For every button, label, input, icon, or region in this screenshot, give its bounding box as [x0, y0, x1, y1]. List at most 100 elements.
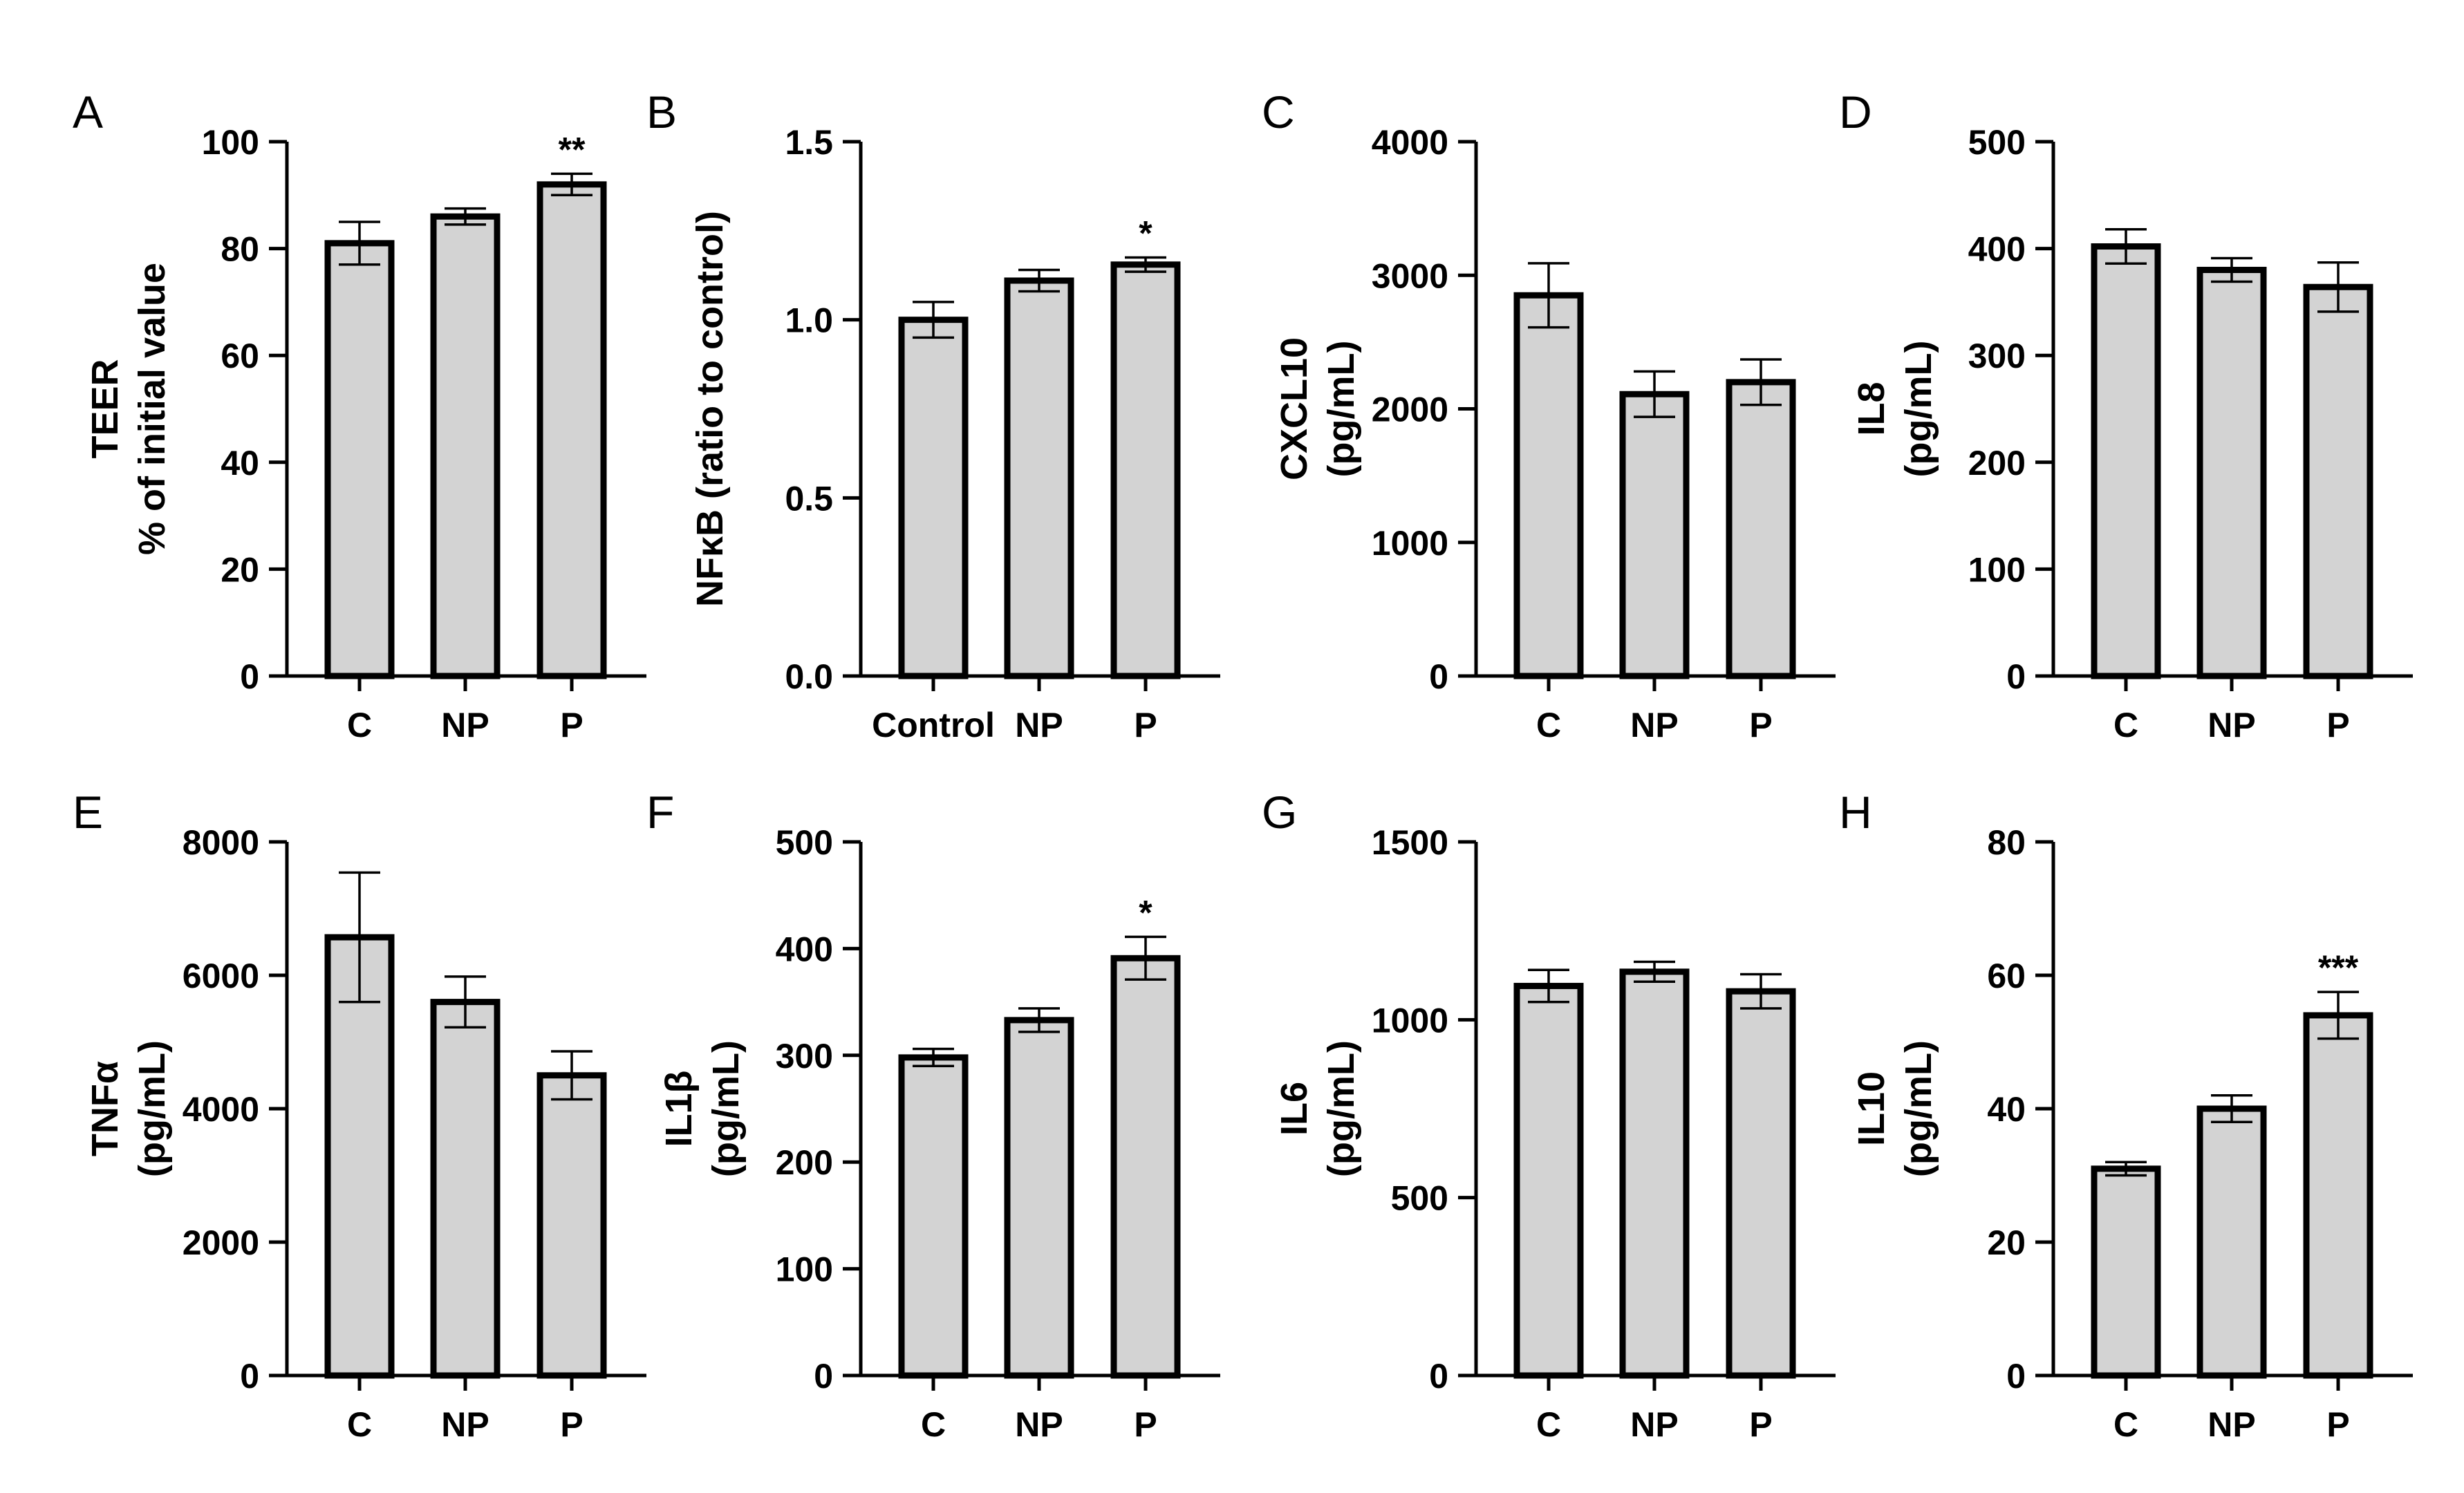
- y-tick-label: 400: [1968, 230, 2026, 269]
- y-tick-label: 0: [1429, 657, 1448, 696]
- y-tick-label: 100: [1968, 550, 2026, 589]
- x-tick-label: NP: [1630, 706, 1678, 744]
- y-tick-label: 8000: [183, 823, 259, 862]
- bar: [1619, 391, 1690, 679]
- y-axis-label: (pg/mL): [705, 1040, 747, 1177]
- panel-letter: C: [1262, 86, 1295, 138]
- y-tick-label: 0.0: [785, 657, 833, 696]
- y-axis-label: (pg/mL): [1898, 341, 1939, 478]
- y-axis-label: (pg/mL): [1320, 341, 1362, 478]
- y-tick-label: 1.5: [785, 123, 833, 162]
- x-tick-label: P: [1134, 1405, 1157, 1444]
- panel-letter: D: [1839, 86, 1872, 138]
- y-axis-label: NFκB (ratio to control): [689, 211, 731, 607]
- x-tick-label: Control: [872, 706, 995, 744]
- y-tick-label: 200: [776, 1143, 833, 1182]
- y-tick-label: 300: [776, 1037, 833, 1076]
- y-tick-label: 20: [221, 550, 259, 589]
- bar: [1110, 955, 1181, 1379]
- y-tick-label: 100: [776, 1250, 833, 1289]
- x-tick-label: NP: [1630, 1405, 1678, 1444]
- x-tick-label: P: [560, 706, 583, 744]
- panel-letter: B: [646, 86, 677, 138]
- bar: [1110, 261, 1181, 679]
- y-tick-label: 6000: [183, 957, 259, 995]
- y-tick-label: 4000: [1372, 123, 1448, 162]
- significance-marker: ***: [2318, 948, 2359, 987]
- x-tick-label: P: [1134, 706, 1157, 744]
- y-axis-label: IL1β: [658, 1071, 700, 1147]
- y-axis-label: (pg/mL): [1320, 1040, 1362, 1177]
- y-axis-label: (pg/mL): [1898, 1040, 1939, 1177]
- y-tick-label: 80: [221, 230, 259, 269]
- y-tick-label: 0: [2006, 657, 2026, 696]
- y-tick-label: 300: [1968, 337, 2026, 375]
- x-tick-label: C: [2113, 1405, 2138, 1444]
- y-tick-label: 3000: [1372, 256, 1448, 295]
- bar: [2091, 243, 2161, 679]
- panel-e: E TNFα (pg/mL) 0 2000 4000 6000 8000 C NP P: [73, 787, 646, 1444]
- x-tick-label: P: [1749, 706, 1772, 744]
- x-tick-label: C: [347, 706, 372, 744]
- bar: [430, 213, 501, 679]
- panel-a: A TEER% of initial value ** 0 20 40 60 80 100 C NP…: [73, 86, 646, 744]
- x-tick-label: C: [1536, 1405, 1561, 1444]
- y-tick-label: 2000: [1372, 391, 1448, 429]
- significance-marker: *: [1139, 893, 1152, 932]
- bar: [1513, 292, 1584, 679]
- y-tick-label: 40: [221, 444, 259, 482]
- y-tick-label: 0: [240, 657, 259, 696]
- bar: [1726, 379, 1796, 679]
- panel-b: B NFκB (ratio to control) * 0.0 0.5 1.0 1.5 Con…: [646, 86, 1220, 744]
- y-tick-label: 1000: [1372, 1001, 1448, 1040]
- x-tick-label: NP: [1015, 706, 1063, 744]
- bar: [1619, 968, 1690, 1379]
- y-tick-label: 200: [1968, 444, 2026, 482]
- y-tick-label: 1.0: [785, 301, 833, 340]
- bar: [2196, 267, 2267, 679]
- y-tick-label: 500: [1391, 1179, 1448, 1218]
- y-tick-label: 80: [1987, 823, 2026, 862]
- x-tick-label: C: [921, 1405, 946, 1444]
- panel-letter: A: [73, 86, 103, 138]
- bar: [2303, 1012, 2373, 1379]
- x-tick-label: NP: [2208, 1405, 2255, 1444]
- x-tick-label: NP: [1015, 1405, 1063, 1444]
- x-tick-label: P: [2326, 1405, 2349, 1444]
- y-tick-label: 0: [240, 1357, 259, 1396]
- y-axis-label: IL10: [1851, 1071, 1892, 1146]
- bar: [2196, 1105, 2267, 1379]
- y-tick-label: 0: [1429, 1357, 1448, 1396]
- x-tick-label: P: [560, 1405, 583, 1444]
- y-tick-label: 60: [221, 337, 259, 375]
- y-axis-label: % of initial value: [131, 263, 173, 555]
- panel-h: H IL10 (pg/mL) *** 0 20 40 60 80 C NP P: [1839, 787, 2413, 1444]
- y-tick-label: 1000: [1372, 524, 1448, 563]
- panel-f: F IL1β (pg/mL) * 0 100 200 300 400 500 C NP P: [646, 787, 1220, 1444]
- bar: [324, 240, 395, 679]
- bar: [1004, 1017, 1074, 1379]
- panel-g: G IL6 (pg/mL) 0 500 1000 1500 C NP P: [1262, 787, 1836, 1444]
- x-tick-label: C: [1536, 706, 1561, 744]
- bar: [898, 317, 969, 679]
- x-tick-label: C: [2113, 706, 2138, 744]
- y-tick-label: 20: [1987, 1223, 2026, 1262]
- x-tick-label: P: [2326, 706, 2349, 744]
- y-axis-label: TEER: [84, 359, 126, 458]
- y-tick-label: 60: [1987, 957, 2026, 995]
- significance-marker: **: [559, 130, 586, 169]
- bar: [430, 999, 501, 1379]
- x-tick-label: NP: [441, 706, 489, 744]
- y-axis-label: (pg/mL): [131, 1040, 173, 1177]
- bar: [1004, 277, 1074, 679]
- y-tick-label: 2000: [183, 1223, 259, 1262]
- y-tick-label: 500: [776, 823, 833, 862]
- y-tick-label: 100: [202, 123, 259, 162]
- y-tick-label: 0.5: [785, 479, 833, 518]
- x-tick-label: NP: [441, 1405, 489, 1444]
- bar: [1513, 982, 1584, 1379]
- y-tick-label: 400: [776, 930, 833, 968]
- y-axis-label: TNFα: [84, 1061, 126, 1156]
- x-tick-label: P: [1749, 1405, 1772, 1444]
